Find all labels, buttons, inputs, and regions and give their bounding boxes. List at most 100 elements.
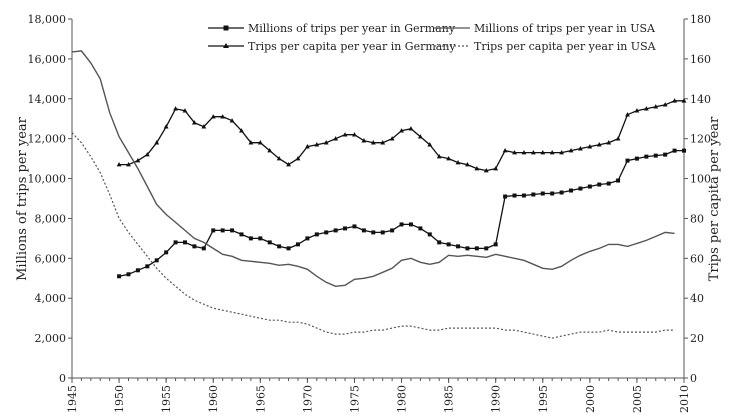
series-4 <box>71 132 675 339</box>
x-tick-label: 1960 <box>207 385 220 413</box>
series-2 <box>116 98 687 173</box>
data-point-triangle <box>389 136 395 141</box>
data-point-square <box>550 191 555 196</box>
left-y-tick-label: 10,000 <box>28 173 67 186</box>
data-point-square <box>173 240 178 245</box>
data-point-square <box>211 228 216 233</box>
x-tick-label: 2005 <box>631 385 644 413</box>
data-point-square <box>653 153 658 158</box>
data-point-square <box>239 232 244 237</box>
data-point-square <box>248 236 253 241</box>
data-point-square <box>456 244 461 249</box>
data-point-triangle <box>512 150 517 155</box>
data-point-square <box>371 230 376 235</box>
data-point-triangle <box>352 132 357 137</box>
data-point-square <box>352 224 357 229</box>
right-y-tick-label: 100 <box>690 173 711 186</box>
data-point-square <box>587 184 592 189</box>
right-axis-title: Trips per capita per year <box>707 116 722 281</box>
data-point-triangle <box>465 161 470 167</box>
data-point-square <box>418 226 423 231</box>
data-point-triangle <box>126 161 131 167</box>
right-y-tick-label: 60 <box>690 252 704 265</box>
data-point-triangle <box>380 140 386 145</box>
data-point-triangle <box>530 150 536 155</box>
data-point-triangle <box>229 118 235 123</box>
x-tick-label: 1980 <box>396 385 409 413</box>
data-point-triangle <box>549 150 555 155</box>
data-point-triangle <box>587 144 593 149</box>
data-point-triangle <box>173 106 178 111</box>
data-point-triangle <box>521 150 527 155</box>
data-point-triangle <box>370 140 376 145</box>
left-y-tick-label: 14,000 <box>28 93 67 106</box>
data-point-square <box>295 242 300 247</box>
data-point-triangle <box>182 108 188 113</box>
data-point-triangle <box>578 146 583 151</box>
data-point-square <box>531 192 536 197</box>
data-point-square <box>569 188 574 193</box>
left-y-tick-label: 18,000 <box>28 13 67 26</box>
right-y-tick-label: 0 <box>690 372 697 385</box>
data-point-square <box>182 240 187 245</box>
data-point-square <box>682 148 686 153</box>
data-point-square <box>493 242 498 247</box>
data-point-triangle <box>323 140 329 145</box>
data-point-square <box>559 190 564 195</box>
legend-label: Trips per capita per year in Germany <box>248 40 456 53</box>
data-point-triangle <box>474 165 480 171</box>
data-point-triangle <box>201 124 207 129</box>
data-point-triangle <box>568 148 574 153</box>
x-tick-label: 1965 <box>254 385 267 413</box>
right-y-tick-label: 140 <box>690 93 711 106</box>
series-line <box>71 50 675 288</box>
data-point-triangle <box>672 98 677 103</box>
data-point-triangle <box>257 140 263 145</box>
data-point-triangle <box>446 156 452 161</box>
x-tick-label: 1970 <box>301 385 314 413</box>
series-layer <box>71 50 687 339</box>
data-point-square <box>201 246 206 251</box>
data-point-square <box>333 228 338 233</box>
right-y-tick-label: 180 <box>690 13 711 26</box>
data-point-triangle <box>154 140 160 145</box>
data-point-square <box>597 182 602 187</box>
data-point-square <box>503 194 508 199</box>
data-point-square <box>634 156 639 161</box>
data-point-triangle <box>502 148 508 153</box>
data-point-triangle <box>540 150 546 155</box>
right-y-tick-label: 120 <box>690 133 711 146</box>
data-point-triangle <box>399 128 404 133</box>
data-point-triangle <box>163 124 169 129</box>
left-y-tick-label: 0 <box>59 372 66 385</box>
data-point-square <box>512 193 517 198</box>
data-point-triangle <box>135 158 141 163</box>
axes-group: 0 2,000 4,000 6,000 8,000 10,000 12,000 14,000 1… <box>28 13 712 413</box>
data-point-square <box>521 193 526 198</box>
data-point-square <box>474 246 479 251</box>
data-point-square <box>305 236 310 241</box>
series-line <box>71 132 675 339</box>
data-point-square <box>286 246 291 251</box>
x-tick-label: 1995 <box>537 385 550 413</box>
data-point-square <box>437 240 442 245</box>
data-point-triangle <box>436 154 442 159</box>
right-y-tick-label: 40 <box>690 292 704 305</box>
data-point-square <box>427 232 432 237</box>
data-point-triangle <box>427 142 433 147</box>
legend-item: Millions of trips per year in Germany <box>208 22 456 35</box>
data-point-triangle <box>210 114 216 119</box>
data-point-square <box>625 158 630 163</box>
data-point-square <box>606 181 611 186</box>
data-point-triangle <box>493 165 499 171</box>
x-tick-label: 1975 <box>348 385 361 413</box>
data-point-triangle <box>559 150 564 155</box>
data-point-square <box>135 268 140 273</box>
series-line <box>118 149 684 277</box>
data-point-triangle <box>625 112 630 117</box>
data-point-square <box>230 228 235 233</box>
data-point-triangle <box>239 128 244 133</box>
data-point-triangle <box>483 167 489 173</box>
data-point-triangle <box>192 120 197 125</box>
